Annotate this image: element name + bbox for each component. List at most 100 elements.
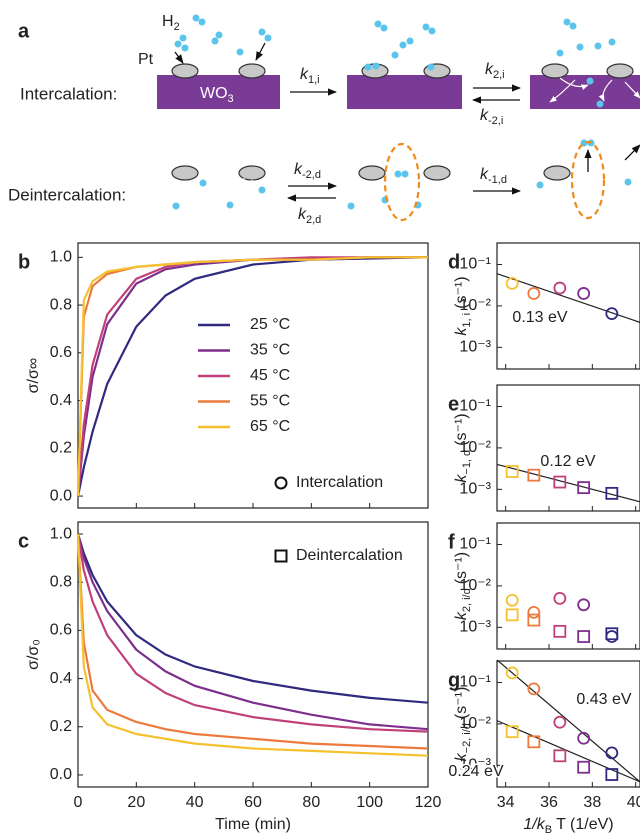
y-tick-label: 10⁻³ xyxy=(459,339,491,356)
y-axis-label-sub: −2, i/d xyxy=(461,723,473,753)
x-tick-label: 40 xyxy=(186,794,204,811)
y-axis-label-main: k xyxy=(453,611,470,620)
wo3-label: WO3 xyxy=(200,85,234,105)
y-axis-label: k1, i (s⁻¹) xyxy=(453,276,473,335)
legend-label: 35 °C xyxy=(250,342,290,359)
panel-label: c xyxy=(18,530,29,552)
annotation-marker xyxy=(274,476,288,490)
y-axis-label-unit: (s⁻¹) xyxy=(453,687,470,719)
arrows xyxy=(174,42,640,209)
rate-label: k2,i xyxy=(485,61,505,81)
highlight-oval xyxy=(383,142,421,222)
x-tick-label: 34 xyxy=(497,794,515,811)
x-tick-label: 38 xyxy=(583,794,601,811)
annotation: Intercalation xyxy=(296,474,383,491)
x-tick-label: 120 xyxy=(415,794,442,811)
plot-frame xyxy=(496,522,640,650)
panel-label: f xyxy=(448,531,455,553)
fit-line xyxy=(496,273,640,323)
y-tick-label: 10⁻³ xyxy=(459,481,491,498)
panel-label: g xyxy=(448,669,460,691)
y-tick-label: 0.4 xyxy=(50,392,72,409)
row-label: Deintercalation: xyxy=(8,185,126,204)
point xyxy=(577,760,591,774)
y-tick-label: 10⁻³ xyxy=(459,757,491,774)
fit-line xyxy=(496,720,640,783)
legend-label: 25 °C xyxy=(250,316,290,333)
x-axis-label-main: 1/k xyxy=(523,816,545,833)
x-tick-label: 0 xyxy=(74,794,83,811)
series-line xyxy=(76,533,429,757)
x-axis-label: Time (min) xyxy=(215,816,291,833)
point xyxy=(577,731,591,745)
panel-label: e xyxy=(448,393,459,415)
point xyxy=(553,749,567,763)
series-line xyxy=(76,533,429,733)
y-tick-label: 10⁻² xyxy=(459,715,491,732)
legend-label: 45 °C xyxy=(250,367,290,384)
y-tick-label: 10⁻¹ xyxy=(459,674,491,691)
point xyxy=(605,768,619,781)
y-tick-label: 10⁻² xyxy=(459,577,491,594)
point xyxy=(577,630,591,643)
rate-label: k2,d xyxy=(298,206,321,226)
y-axis-label: k−2, i/d (s⁻¹) xyxy=(453,687,473,762)
point xyxy=(527,287,541,300)
pt-particles xyxy=(171,63,634,181)
y-tick-label: 0.4 xyxy=(50,670,72,687)
y-tick-label: 0.2 xyxy=(50,440,72,457)
rate-labels: k1,i k2,i k-2,i k-2,d k2,d k-1,d xyxy=(294,61,507,226)
y-tick-label: 0.0 xyxy=(50,487,72,504)
y-tick-label: 10⁻² xyxy=(459,297,491,314)
point xyxy=(553,475,567,489)
diagram: a H2 Pt Intercalation: Deintercalation: … xyxy=(8,13,640,226)
series-line xyxy=(76,533,429,750)
legend-label: 65 °C xyxy=(250,418,290,435)
plot-frame xyxy=(496,384,640,512)
y-tick-label: 10⁻¹ xyxy=(459,536,491,553)
y-axis-label-main: k xyxy=(453,327,470,336)
series-line xyxy=(76,533,429,731)
y-axis-label-sub: 2, i/d xyxy=(461,588,473,612)
x-tick-label: 20 xyxy=(127,794,145,811)
legend-label: 55 °C xyxy=(250,393,290,410)
point xyxy=(527,468,541,482)
x-tick-label: 80 xyxy=(302,794,320,811)
x-tick-label: 36 xyxy=(540,794,558,811)
point xyxy=(505,465,519,478)
point xyxy=(505,608,519,622)
point xyxy=(553,281,567,295)
y-axis-label: σ/σ₀ xyxy=(25,639,42,670)
point xyxy=(505,666,519,680)
point xyxy=(577,287,591,300)
y-axis-label-sub: −1, d xyxy=(461,450,473,475)
fit-label: 0.12 eV xyxy=(540,453,595,470)
rate-label: k-1,d xyxy=(480,166,507,186)
rate-label: k-2,d xyxy=(294,161,321,181)
fit-line xyxy=(496,463,640,503)
panel-label: a xyxy=(18,20,30,42)
slab xyxy=(157,75,280,109)
y-axis-label-unit: (s⁻¹) xyxy=(453,413,470,445)
point xyxy=(605,627,619,641)
x-tick-label: 100 xyxy=(356,794,383,811)
point xyxy=(553,591,567,605)
y-axis-label-main: k xyxy=(453,752,470,761)
x-axis-label-sub: B xyxy=(545,824,552,835)
y-axis-label: k−1, d (s⁻¹) xyxy=(453,413,473,482)
y-axis-label-unit: (s⁻¹) xyxy=(453,276,470,308)
series-line xyxy=(76,533,429,704)
annotation-marker xyxy=(274,549,288,563)
point xyxy=(505,725,519,739)
y-tick-label: 10⁻¹ xyxy=(459,256,491,273)
point xyxy=(605,486,619,500)
panel-label: d xyxy=(448,251,460,273)
point xyxy=(605,746,619,760)
y-axis-label-sub: 1, i xyxy=(461,313,473,328)
y-tick-label: 10⁻³ xyxy=(459,619,491,636)
plot-frame xyxy=(496,242,640,370)
y-tick-label: 1.0 xyxy=(50,249,72,266)
series-line xyxy=(76,256,428,497)
x-axis-label: 1/kB T (1/eV) xyxy=(523,816,613,835)
y-axis-label: k2, i/d (s⁻¹) xyxy=(453,552,473,620)
